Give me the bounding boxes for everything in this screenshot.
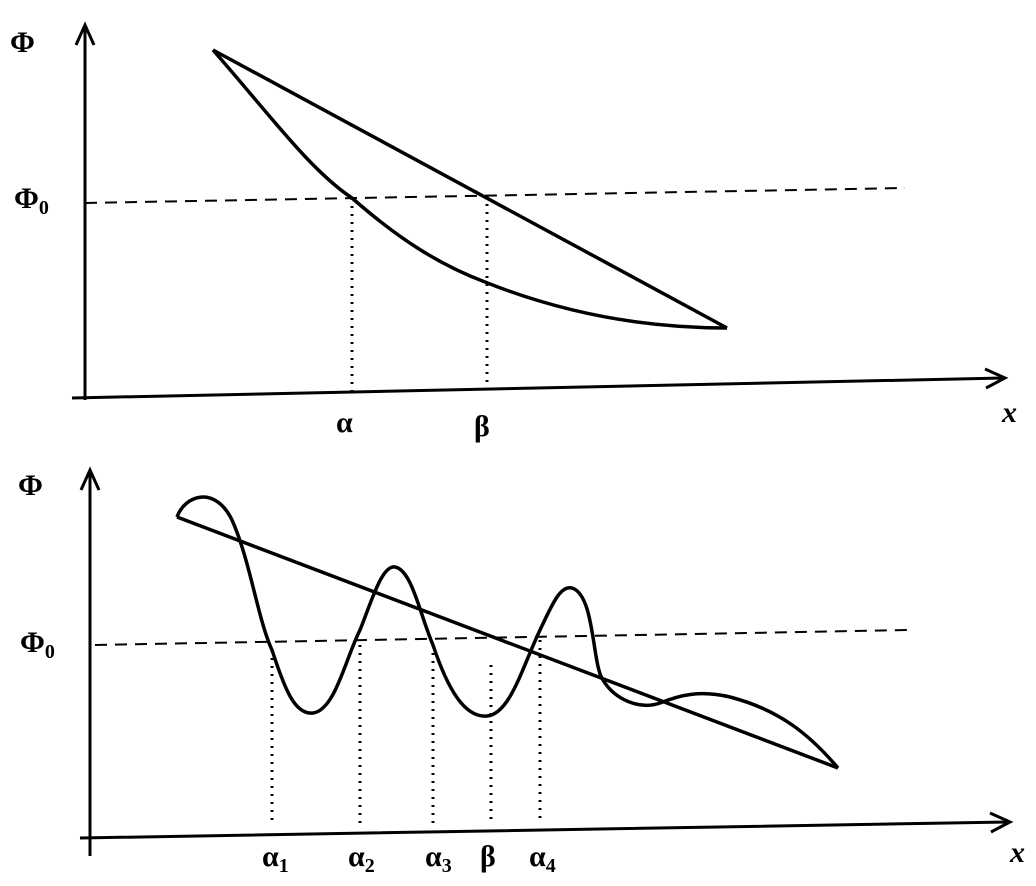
straight-line xyxy=(176,515,839,770)
y-axis-label: Φ xyxy=(18,469,43,502)
x-axis-label: x xyxy=(1009,836,1025,869)
marker-label-subscript: 3 xyxy=(442,855,452,877)
marker-label: α1 xyxy=(262,840,289,877)
marker-label-text: α xyxy=(529,840,546,873)
level-line xyxy=(94,629,911,646)
level-label-subscript: 0 xyxy=(45,641,55,663)
y-axis xyxy=(79,466,101,856)
marker-label-text: α xyxy=(348,840,365,873)
level-label: Φ0 xyxy=(20,626,55,663)
marker-label: α3 xyxy=(425,840,452,877)
marker-label-text: α xyxy=(262,840,279,873)
marker-label: β xyxy=(480,840,496,873)
straight-line xyxy=(212,48,728,330)
marker-label-subscript: 2 xyxy=(365,855,375,877)
marker-label-subscript: 4 xyxy=(546,855,556,877)
level-label-subscript: 0 xyxy=(39,197,49,219)
level-label-text: Φ xyxy=(20,626,45,659)
marker-label: α2 xyxy=(348,840,375,877)
marker-label: α4 xyxy=(529,840,556,877)
x-axis-label: x xyxy=(1001,396,1017,429)
panel-bottom: Φ Φ0 x α1 α2 α3 β α4 xyxy=(18,466,1025,877)
level-label-text: Φ xyxy=(14,182,39,215)
x-axis xyxy=(71,367,1009,400)
y-axis-label: Φ xyxy=(10,26,35,59)
marker-label: β xyxy=(474,410,490,443)
marker-label-text: α xyxy=(425,840,442,873)
panel-top: Φ Φ0 x α β xyxy=(10,21,1017,443)
level-label: Φ0 xyxy=(14,182,49,219)
y-axis xyxy=(74,21,96,400)
marker-label-subscript: 1 xyxy=(279,855,289,877)
curve xyxy=(211,48,728,330)
level-line xyxy=(84,187,906,204)
x-axis xyxy=(79,811,1014,840)
marker-label: α xyxy=(336,406,353,439)
